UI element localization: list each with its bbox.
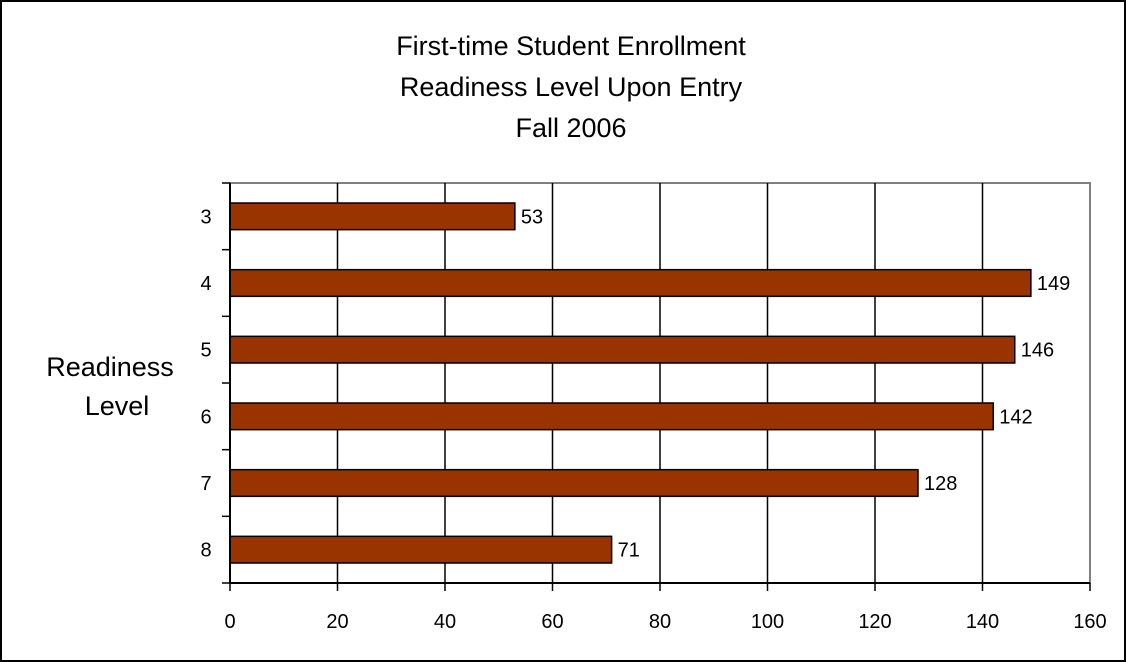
x-tick-label: 20	[326, 611, 348, 633]
chart-title-line-2: Readiness Level Upon Entry	[400, 72, 743, 102]
category-label-level-7: 7	[200, 473, 211, 495]
y-axis-title-line-2: Level	[85, 391, 150, 421]
data-label-level-8: 71	[618, 540, 640, 562]
data-label-level-7: 128	[924, 473, 957, 495]
bar-level-6	[229, 402, 994, 431]
category-label-level-8: 8	[200, 540, 211, 562]
y-axis-title-line-1: Readiness	[46, 352, 174, 382]
bar-level-5	[229, 335, 1016, 364]
category-label-level-3: 3	[200, 206, 211, 228]
bar-level-3	[229, 202, 516, 231]
x-tick-label: 40	[434, 611, 456, 633]
category-label-level-4: 4	[200, 273, 211, 295]
chart-title-line-3: Fall 2006	[515, 113, 626, 143]
bar-level-4	[229, 268, 1032, 298]
labels: 0 20 40 60 80 100 120 140 160 53 3 149 4 146 5 142 6 128 7…	[200, 206, 1106, 633]
category-label-level-6: 6	[200, 406, 211, 428]
axes	[222, 182, 1091, 591]
gridlines	[336, 183, 984, 583]
data-label-level-4: 149	[1037, 273, 1070, 295]
data-label-level-6: 142	[999, 406, 1032, 428]
bar-level-8	[229, 535, 613, 564]
x-tick-label: 0	[224, 611, 235, 633]
bars	[229, 202, 1032, 564]
x-tick-label: 100	[751, 611, 784, 633]
x-tick-label: 120	[858, 611, 891, 633]
x-tick-label: 140	[966, 611, 999, 633]
x-tick-label: 80	[649, 611, 671, 633]
chart-title-line-1: First-time Student Enrollment	[396, 31, 746, 61]
data-label-level-3: 53	[521, 206, 543, 228]
x-tick-label: 160	[1073, 611, 1106, 633]
data-label-level-5: 146	[1021, 340, 1054, 362]
bar-level-7	[229, 468, 919, 498]
category-label-level-5: 5	[200, 340, 211, 362]
x-tick-label: 60	[541, 611, 563, 633]
